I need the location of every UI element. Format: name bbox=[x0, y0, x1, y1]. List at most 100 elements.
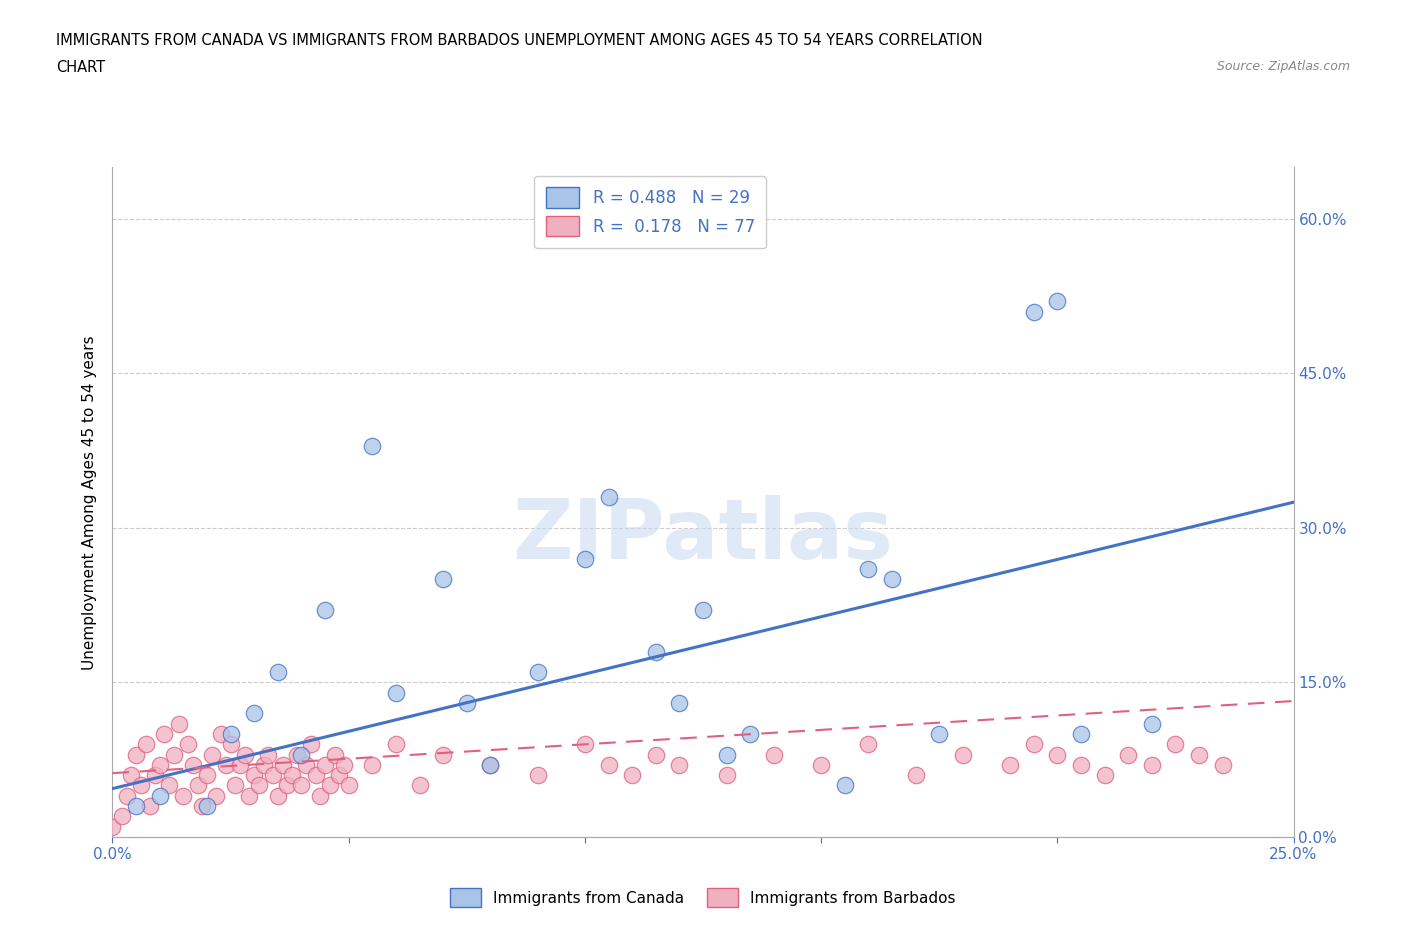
Point bbox=[668, 696, 690, 711]
Point bbox=[253, 757, 276, 772]
Point bbox=[167, 716, 190, 731]
Point bbox=[224, 778, 246, 793]
Point bbox=[191, 799, 214, 814]
Point bbox=[456, 696, 478, 711]
Point bbox=[153, 726, 176, 741]
Point bbox=[319, 778, 342, 793]
Point bbox=[186, 778, 208, 793]
Point bbox=[163, 747, 186, 762]
Point bbox=[904, 768, 927, 783]
Point bbox=[243, 768, 266, 783]
Point bbox=[385, 737, 408, 751]
Point bbox=[195, 799, 218, 814]
Legend: Immigrants from Canada, Immigrants from Barbados: Immigrants from Canada, Immigrants from … bbox=[444, 883, 962, 913]
Point bbox=[858, 737, 880, 751]
Point bbox=[479, 757, 502, 772]
Point bbox=[1188, 747, 1211, 762]
Point bbox=[290, 747, 312, 762]
Point bbox=[219, 726, 242, 741]
Point bbox=[333, 757, 356, 772]
Point bbox=[262, 768, 284, 783]
Point bbox=[574, 737, 596, 751]
Point bbox=[195, 768, 218, 783]
Point bbox=[177, 737, 200, 751]
Point bbox=[247, 778, 270, 793]
Point bbox=[385, 685, 408, 700]
Point bbox=[1140, 757, 1163, 772]
Point bbox=[125, 799, 148, 814]
Point bbox=[408, 778, 430, 793]
Point bbox=[143, 768, 166, 783]
Point bbox=[361, 438, 384, 453]
Point bbox=[328, 768, 350, 783]
Point bbox=[880, 572, 903, 587]
Point bbox=[479, 757, 502, 772]
Point bbox=[526, 665, 548, 680]
Point bbox=[692, 603, 714, 618]
Point bbox=[1094, 768, 1116, 783]
Point bbox=[526, 768, 548, 783]
Point bbox=[432, 747, 454, 762]
Point bbox=[215, 757, 238, 772]
Point bbox=[172, 789, 194, 804]
Point bbox=[337, 778, 360, 793]
Point bbox=[290, 778, 312, 793]
Point bbox=[952, 747, 974, 762]
Point bbox=[233, 747, 256, 762]
Point bbox=[209, 726, 232, 741]
Point bbox=[323, 747, 346, 762]
Point bbox=[314, 757, 336, 772]
Text: CHART: CHART bbox=[56, 60, 105, 75]
Point bbox=[574, 551, 596, 566]
Point bbox=[267, 665, 290, 680]
Point bbox=[115, 789, 138, 804]
Point bbox=[314, 603, 336, 618]
Point bbox=[1140, 716, 1163, 731]
Point bbox=[668, 757, 690, 772]
Point bbox=[271, 757, 294, 772]
Point bbox=[309, 789, 332, 804]
Legend: R = 0.488   N = 29, R =  0.178   N = 77: R = 0.488 N = 29, R = 0.178 N = 77 bbox=[534, 176, 766, 248]
Point bbox=[181, 757, 204, 772]
Point bbox=[1022, 737, 1045, 751]
Point bbox=[1212, 757, 1234, 772]
Text: ZIPatlas: ZIPatlas bbox=[513, 495, 893, 577]
Point bbox=[644, 644, 666, 659]
Point bbox=[201, 747, 224, 762]
Point bbox=[621, 768, 644, 783]
Point bbox=[858, 562, 880, 577]
Point bbox=[281, 768, 304, 783]
Point bbox=[1116, 747, 1139, 762]
Point bbox=[361, 757, 384, 772]
Point bbox=[304, 768, 326, 783]
Point bbox=[1070, 757, 1092, 772]
Point bbox=[267, 789, 290, 804]
Point bbox=[762, 747, 785, 762]
Point bbox=[285, 747, 308, 762]
Point bbox=[129, 778, 152, 793]
Point bbox=[834, 778, 856, 793]
Point bbox=[432, 572, 454, 587]
Point bbox=[125, 747, 148, 762]
Point bbox=[111, 809, 134, 824]
Point bbox=[139, 799, 162, 814]
Point bbox=[219, 737, 242, 751]
Point bbox=[598, 757, 620, 772]
Point bbox=[998, 757, 1021, 772]
Point bbox=[928, 726, 950, 741]
Point bbox=[229, 757, 252, 772]
Point bbox=[1164, 737, 1187, 751]
Point bbox=[205, 789, 228, 804]
Text: IMMIGRANTS FROM CANADA VS IMMIGRANTS FROM BARBADOS UNEMPLOYMENT AMONG AGES 45 TO: IMMIGRANTS FROM CANADA VS IMMIGRANTS FRO… bbox=[56, 33, 983, 47]
Point bbox=[1022, 304, 1045, 319]
Point bbox=[644, 747, 666, 762]
Point bbox=[135, 737, 157, 751]
Point bbox=[243, 706, 266, 721]
Point bbox=[238, 789, 260, 804]
Point bbox=[810, 757, 832, 772]
Point bbox=[157, 778, 180, 793]
Point bbox=[716, 747, 738, 762]
Point bbox=[1046, 747, 1069, 762]
Point bbox=[120, 768, 142, 783]
Point bbox=[299, 737, 322, 751]
